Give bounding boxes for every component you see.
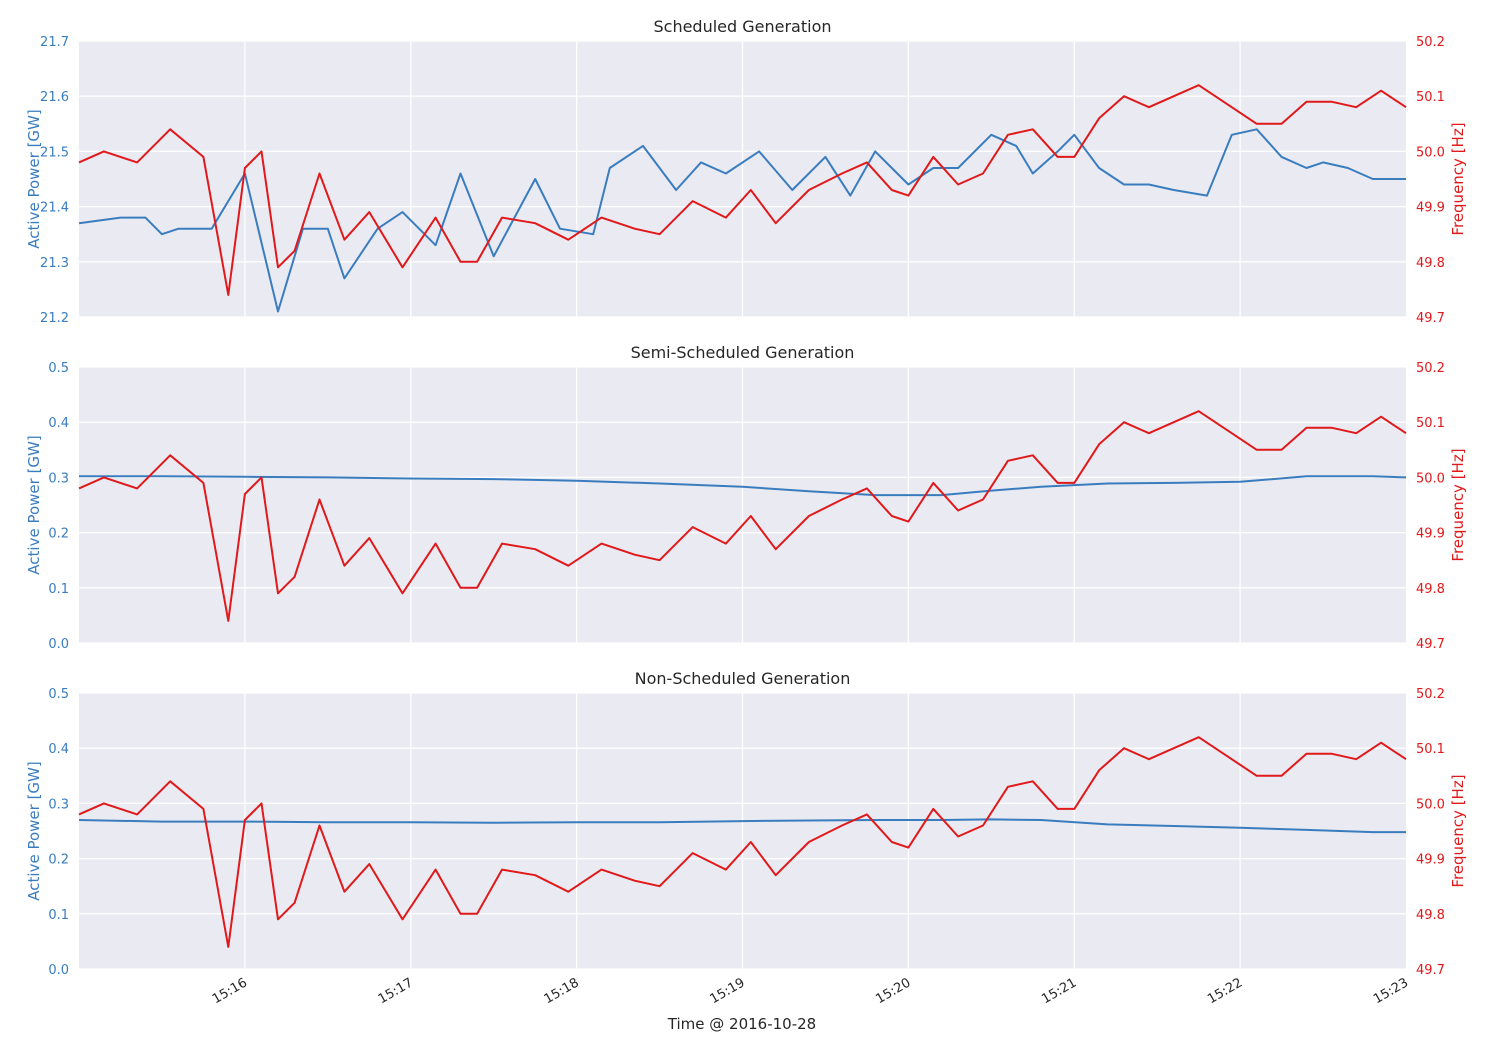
x-tick-label: 15:23 <box>1371 975 1411 1007</box>
x-tick-label: 15:21 <box>1039 975 1079 1007</box>
y-tick-label-left: 21.7 <box>40 35 69 50</box>
y2-tick-label-right: 49.7 <box>1416 963 1445 978</box>
y2-tick-label-right: 50.1 <box>1416 90 1445 105</box>
y-axis-label-right: Frequency [Hz] <box>1449 774 1467 887</box>
active-power-line <box>78 818 1406 834</box>
x-tick-label: 15:20 <box>873 975 913 1007</box>
y-tick-label-left: 0.1 <box>48 908 69 923</box>
chart-panel-2: 0.0 0.1 0.2 0.3 0.4 0.5 49.7 49.8 49.9 50.0 50.1 50… <box>25 343 1467 652</box>
panels: 21.2 21.3 21.4 21.5 21.6 21.7 49.7 49.8 49.9 50.0… <box>25 17 1467 1007</box>
y2-tick-label-right: 49.8 <box>1416 582 1445 597</box>
y-tick-label-left: 0.2 <box>48 527 69 542</box>
y2-tick-label-right: 49.7 <box>1416 637 1445 652</box>
y2-tick-label-right: 50.0 <box>1416 145 1445 160</box>
chart-panel-1: 21.2 21.3 21.4 21.5 21.6 21.7 49.7 49.8 49.9 50.0… <box>25 17 1467 326</box>
y-tick-label-left: 0.4 <box>48 742 69 757</box>
x-tick-label: 15:19 <box>708 975 748 1007</box>
frequency-line <box>78 410 1407 622</box>
y-tick-label-left: 0.5 <box>48 361 69 376</box>
x-tick-label: 15:17 <box>376 975 416 1007</box>
chart-panel-3: 0.0 0.1 0.2 0.3 0.4 0.5 49.7 49.8 49.9 50.0 50.1 50… <box>25 669 1467 1007</box>
x-tick-label: 15:16 <box>210 975 250 1007</box>
x-tick-label: 15:18 <box>542 975 582 1007</box>
y-tick-label-left: 0.4 <box>48 416 69 431</box>
y2-tick-label-right: 49.7 <box>1416 311 1445 326</box>
y-tick-label-left: 21.6 <box>40 90 69 105</box>
y-tick-label-left: 0.0 <box>48 963 69 978</box>
active-power-line <box>78 128 1406 313</box>
y-tick-label-left: 0.2 <box>48 853 69 868</box>
active-power-line <box>79 475 1407 497</box>
frequency-line <box>78 84 1407 296</box>
y2-tick-label-right: 50.0 <box>1416 797 1445 812</box>
y2-tick-label-right: 50.2 <box>1416 361 1445 376</box>
y-tick-label-left: 21.2 <box>40 311 69 326</box>
y-axis-label-left: Active Power [GW] <box>25 109 43 248</box>
chart-title: Non-Scheduled Generation <box>635 669 851 688</box>
x-tick-label: 15:22 <box>1205 975 1245 1007</box>
y-tick-label-left: 0.0 <box>48 637 69 652</box>
chart-title: Semi-Scheduled Generation <box>631 343 855 362</box>
y-axis-label-left: Active Power [GW] <box>25 761 43 900</box>
y-axis-label-left: Active Power [GW] <box>25 435 43 574</box>
y-axis-label-right: Frequency [Hz] <box>1449 122 1467 235</box>
y2-tick-label-right: 50.2 <box>1416 687 1445 702</box>
y-tick-label-left: 0.5 <box>48 687 69 702</box>
y2-tick-label-right: 49.8 <box>1416 908 1445 923</box>
y-tick-label-left: 21.3 <box>40 256 69 271</box>
y-tick-label-left: 0.3 <box>48 797 69 812</box>
y2-tick-label-right: 50.1 <box>1416 416 1445 431</box>
y-tick-label-left: 21.4 <box>40 201 69 216</box>
y2-tick-label-right: 50.0 <box>1416 471 1445 486</box>
frequency-line <box>78 736 1407 948</box>
y2-tick-label-right: 50.2 <box>1416 35 1445 50</box>
y2-tick-label-right: 49.9 <box>1416 853 1445 868</box>
y-axis-label-right: Frequency [Hz] <box>1449 448 1467 561</box>
y2-tick-label-right: 49.9 <box>1416 527 1445 542</box>
y-tick-label-left: 0.1 <box>48 582 69 597</box>
y2-tick-label-right: 50.1 <box>1416 742 1445 757</box>
y2-tick-label-right: 49.8 <box>1416 256 1445 271</box>
y-tick-label-left: 21.5 <box>40 145 69 160</box>
y2-tick-label-right: 49.9 <box>1416 201 1445 216</box>
y-tick-label-left: 0.3 <box>48 471 69 486</box>
chart-title: Scheduled Generation <box>653 17 831 36</box>
x-axis-label: Time @ 2016-10-28 <box>667 1015 816 1033</box>
